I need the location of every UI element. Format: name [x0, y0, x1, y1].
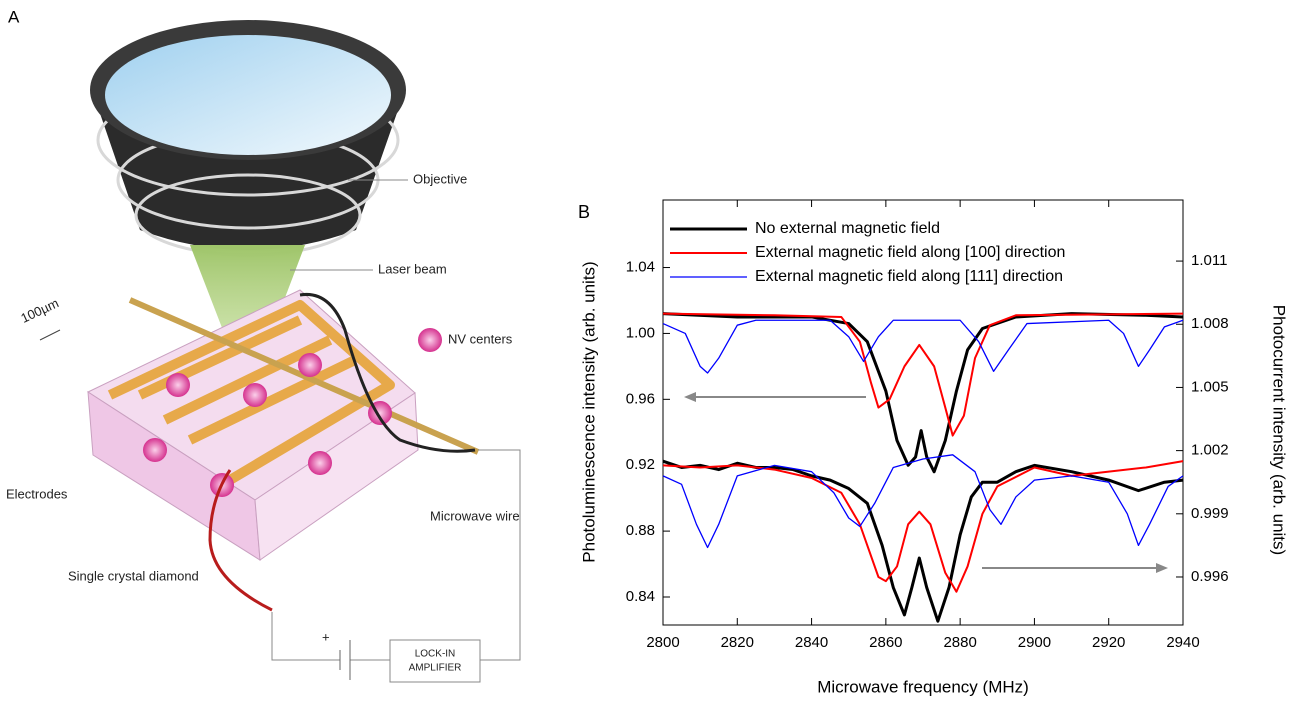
y-tick-label: 0.92	[626, 456, 655, 473]
series-line	[662, 312, 1184, 437]
plot-frame	[662, 199, 1184, 626]
wire	[299, 292, 476, 453]
diamond-side	[254, 392, 419, 561]
nv-center	[298, 353, 322, 377]
y-tick-label: 0.88	[626, 522, 655, 539]
label: Electrodes	[6, 486, 68, 501]
label: Single crystal diamond	[68, 568, 199, 583]
y-tick-label: 1.00	[626, 324, 655, 341]
axis-arrow	[1156, 563, 1168, 573]
panel-label: B	[578, 202, 590, 222]
label: Laser beam	[378, 261, 447, 276]
legend-label: No external magnetic field	[755, 220, 940, 237]
y2-tick-label: 0.999	[1191, 505, 1229, 522]
y-axis-label: Photoluminescence intensity (arb. units)	[579, 261, 598, 562]
x-tick-label: 2860	[869, 634, 902, 651]
nv-center	[308, 451, 332, 475]
y2-tick-label: 1.005	[1191, 378, 1229, 395]
x-tick-label: 2900	[1018, 634, 1051, 651]
wire	[208, 469, 273, 612]
circuit	[271, 449, 521, 661]
legend-label: External magnetic field along [111] dire…	[755, 268, 1063, 285]
scale-bar	[39, 329, 61, 341]
nv-center	[243, 383, 267, 407]
label: Microwave wire	[430, 508, 520, 523]
label: AMPLIFIER	[409, 663, 462, 674]
series-line	[662, 460, 1184, 593]
lockin-box	[389, 639, 481, 683]
series-line	[662, 454, 1184, 549]
y2-tick-label: 0.996	[1191, 568, 1229, 585]
nv-center	[166, 373, 190, 397]
label: 100µm	[18, 295, 61, 326]
x-tick-label: 2880	[943, 634, 976, 651]
microwave-wire	[128, 297, 480, 455]
label: Objective	[413, 171, 467, 186]
x-tick-label: 2940	[1166, 634, 1199, 651]
x-tick-label: 2840	[795, 634, 828, 651]
y-tick-label: 1.04	[626, 259, 655, 276]
panel-a: A Objective Laser beam NV centers 100µm	[6, 7, 521, 683]
y2-tick-label: 1.011	[1191, 252, 1227, 269]
y-tick-label: 0.84	[626, 588, 655, 605]
y2-axis-label: Photocurrent intensity (arb. units)	[1270, 305, 1289, 555]
series-line	[662, 459, 1184, 623]
y2-tick-label: 1.002	[1191, 442, 1229, 459]
x-tick-label: 2800	[646, 634, 679, 651]
objective-lens	[105, 35, 391, 155]
x-tick-label: 2820	[721, 634, 754, 651]
label: NV centers	[448, 331, 513, 346]
panel-label: A	[8, 7, 20, 26]
label: LOCK-IN	[415, 649, 456, 660]
y2-tick-label: 1.008	[1191, 315, 1229, 332]
nv-center	[143, 438, 167, 462]
y-tick-label: 0.96	[626, 390, 655, 407]
axis-arrow	[684, 392, 696, 402]
electrodes	[107, 300, 395, 485]
series-line	[662, 319, 1184, 374]
x-tick-label: 2920	[1092, 634, 1125, 651]
x-axis-label: Microwave frequency (MHz)	[817, 677, 1029, 696]
legend-label: External magnetic field along [100] dire…	[755, 244, 1065, 261]
label: +	[322, 629, 330, 644]
nv-legend-icon	[418, 328, 442, 352]
series-line	[662, 312, 1184, 474]
